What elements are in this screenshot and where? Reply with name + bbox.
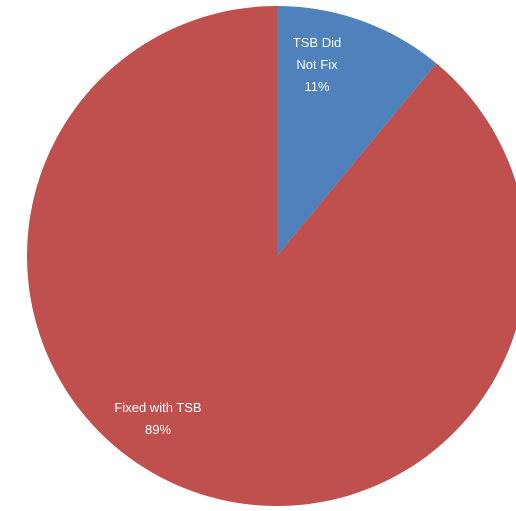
pie-slice-tsb-did-not-fix <box>277 6 437 256</box>
pie-label-percent: 89% <box>145 422 171 437</box>
pie-slices <box>27 6 516 506</box>
pie-label-line: Not Fix <box>296 57 338 72</box>
pie-label-tsb-did-not-fix: TSB Did Not Fix 11% <box>293 35 341 94</box>
pie-label-fixed-with-tsb: Fixed with TSB 89% <box>114 400 201 437</box>
pie-label-line: Fixed with TSB <box>114 400 201 415</box>
pie-slice-fixed-with-tsb <box>27 6 516 506</box>
pie-labels: TSB Did Not Fix 11% Fixed with TSB 89% <box>114 35 341 437</box>
pie-label-line: TSB Did <box>293 35 341 50</box>
pie-label-percent: 11% <box>304 79 329 94</box>
